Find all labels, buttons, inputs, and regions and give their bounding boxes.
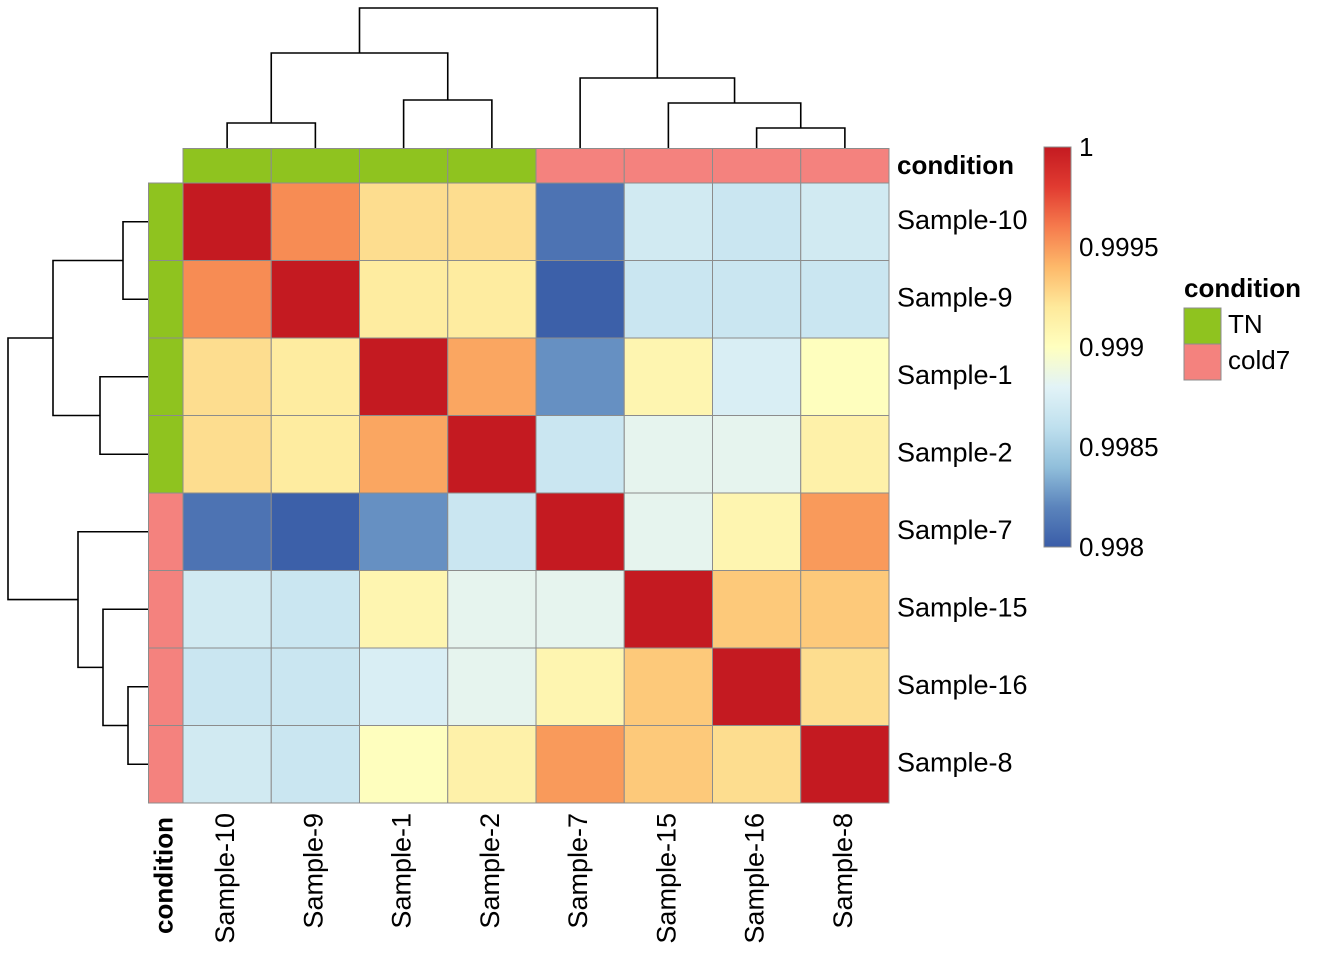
svg-text:Sample-2: Sample-2 <box>897 437 1013 467</box>
svg-text:condition: condition <box>1184 273 1301 303</box>
svg-text:0.9995: 0.9995 <box>1079 232 1159 262</box>
svg-text:Sample-8: Sample-8 <box>828 813 858 929</box>
svg-text:condition: condition <box>897 150 1014 180</box>
svg-text:Sample-1: Sample-1 <box>897 360 1013 390</box>
svg-text:1: 1 <box>1079 132 1093 162</box>
svg-text:cold7: cold7 <box>1228 345 1290 375</box>
svg-text:Sample-16: Sample-16 <box>740 813 770 944</box>
svg-text:Sample-10: Sample-10 <box>897 205 1028 235</box>
svg-text:0.9985: 0.9985 <box>1079 432 1159 462</box>
svg-text:Sample-9: Sample-9 <box>299 813 329 929</box>
svg-text:Sample-2: Sample-2 <box>475 813 505 929</box>
svg-text:Sample-9: Sample-9 <box>897 282 1013 312</box>
svg-text:Sample-7: Sample-7 <box>897 515 1013 545</box>
svg-text:Sample-7: Sample-7 <box>563 813 593 929</box>
svg-text:condition: condition <box>149 817 179 934</box>
svg-text:Sample-15: Sample-15 <box>897 592 1028 622</box>
svg-text:Sample-8: Sample-8 <box>897 747 1013 777</box>
svg-text:0.999: 0.999 <box>1079 332 1144 362</box>
svg-text:Sample-1: Sample-1 <box>387 813 417 929</box>
svg-text:Sample-15: Sample-15 <box>652 813 682 944</box>
svg-text:TN: TN <box>1228 309 1263 339</box>
svg-text:Sample-16: Sample-16 <box>897 670 1028 700</box>
svg-text:0.998: 0.998 <box>1079 532 1144 562</box>
svg-text:Sample-10: Sample-10 <box>210 813 240 944</box>
